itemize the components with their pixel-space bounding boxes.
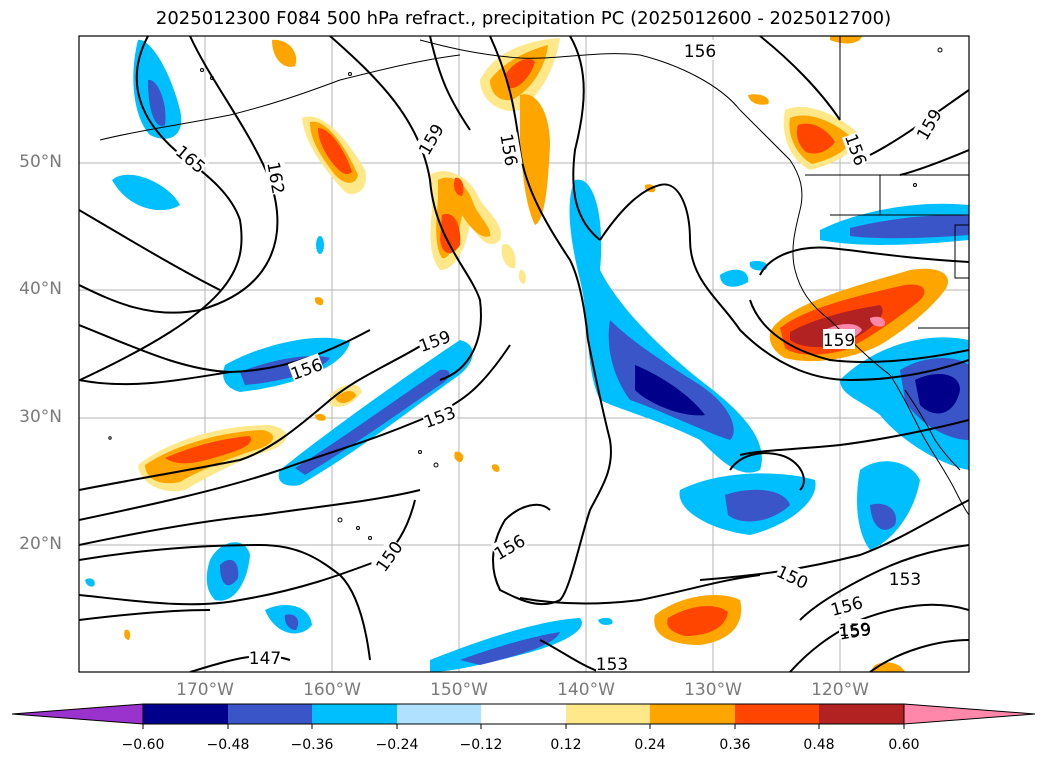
colorbar-tick: −0.36: [290, 737, 334, 753]
colorbar-bin: [735, 704, 819, 724]
colorbar-bin: [397, 704, 481, 724]
contour-label-156-b: 156: [684, 42, 716, 62]
lon-label-170w: 170°W: [176, 680, 234, 700]
colorbar-bin: [566, 704, 650, 724]
contour-label-153-b: 153: [889, 570, 921, 590]
colorbar-bin: [819, 704, 904, 724]
colorbar-tick: −0.48: [206, 737, 250, 753]
colorbar-extend-high: [903, 703, 1036, 725]
lon-label-120w: 120°W: [811, 680, 869, 700]
colorbar: [11, 703, 1036, 729]
colorbar-bin: [312, 704, 397, 724]
lat-label-30n: 30°N: [19, 407, 62, 427]
contour-label-159-d: 159: [823, 331, 855, 351]
map-title: 2025012300 F084 500 hPa refract., precip…: [155, 8, 892, 29]
colorbar-tick: −0.24: [375, 737, 419, 753]
lat-label-20n: 20°N: [19, 534, 62, 554]
colorbar-tick: −0.60: [121, 737, 165, 753]
colorbar-bin: [481, 704, 566, 724]
lon-label-140w: 140°W: [557, 680, 615, 700]
coastlines: [99, 36, 969, 540]
lon-label-150w: 150°W: [430, 680, 488, 700]
colorbar-tick: 0.36: [719, 737, 751, 753]
contour-label-147: 147: [249, 649, 281, 669]
colorbar-bin: [228, 704, 312, 724]
colorbar-tick: 0.48: [803, 737, 835, 753]
lat-label-50n: 50°N: [19, 152, 62, 172]
map-frame: [78, 35, 970, 673]
lon-label-130w: 130°W: [684, 680, 742, 700]
lon-label-160w: 160°W: [303, 680, 361, 700]
colorbar-extend-low: [11, 703, 144, 725]
precip-positive: [124, 36, 949, 672]
contour-label-159-e: 159: [839, 621, 871, 641]
colorbar-bin: [143, 704, 228, 724]
colorbar-tick: 0.24: [634, 737, 666, 753]
precip-negative: [85, 39, 969, 672]
colorbar-tick: 0.60: [888, 737, 920, 753]
contour-label-153-c: 153: [596, 655, 628, 675]
colorbar-tick: 0.12: [550, 737, 582, 753]
lat-label-40n: 40°N: [19, 279, 62, 299]
colorbar-tick: −0.12: [459, 737, 503, 753]
colorbar-bin: [650, 704, 735, 724]
